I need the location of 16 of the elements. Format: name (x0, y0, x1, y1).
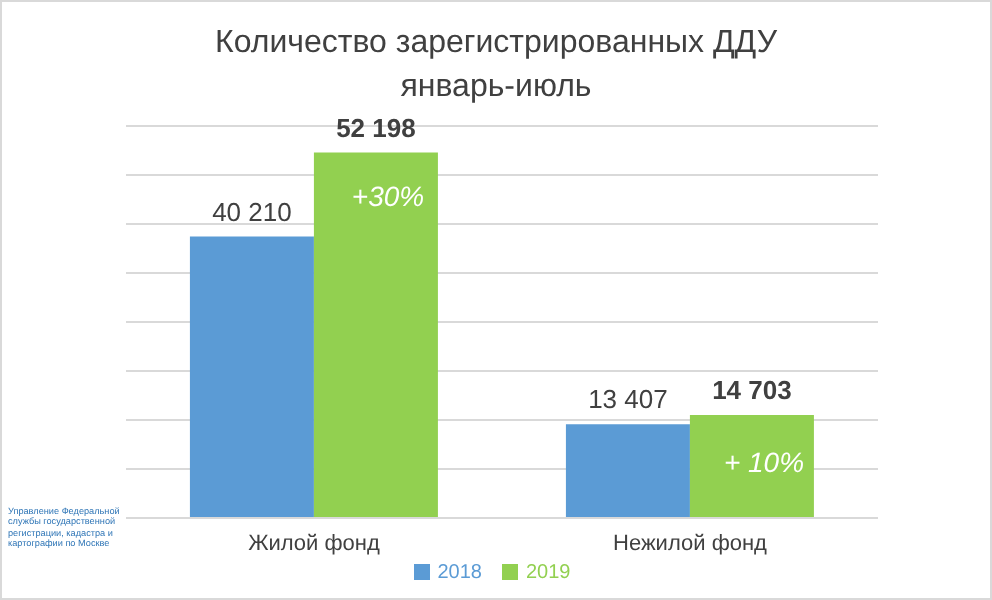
bar (565, 424, 690, 518)
chart-subtitle: январь-июль (398, 68, 594, 108)
data-label: 14 703 (712, 375, 792, 406)
annotation: +30% (351, 180, 425, 212)
bar (313, 152, 438, 518)
data-label: 40 210 (212, 196, 292, 227)
chart-title: Количество зарегистрированных ДДУ (213, 24, 779, 64)
data-label: 13 407 (588, 384, 668, 415)
bar (689, 415, 814, 518)
annotation: + 10% (723, 446, 805, 478)
data-label: 52 198 (336, 112, 416, 143)
x-tick-label: Нежилой фонд (613, 531, 769, 556)
bar (189, 236, 314, 518)
legend-label: 2018 (437, 562, 482, 584)
legend-label: 2019 (526, 562, 571, 584)
x-tick-label: Жилой фонд (248, 531, 381, 556)
